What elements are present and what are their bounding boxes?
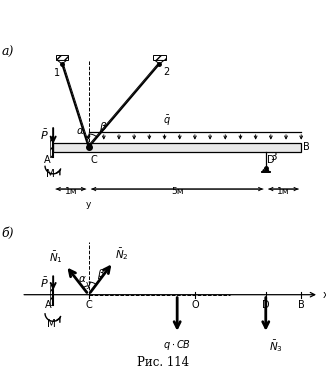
Text: 5м: 5м: [171, 187, 184, 196]
Text: $\bar{N}_1$: $\bar{N}_1$: [49, 249, 63, 265]
Text: C: C: [90, 155, 97, 165]
Text: x: x: [322, 290, 326, 300]
Text: $q \cdot CB$: $q \cdot CB$: [163, 338, 191, 352]
Polygon shape: [53, 142, 301, 152]
Text: D: D: [262, 300, 270, 310]
Polygon shape: [262, 168, 269, 171]
Polygon shape: [50, 285, 53, 305]
Text: 2: 2: [163, 66, 169, 76]
Text: A: A: [45, 300, 52, 310]
Text: $\bar{P}$: $\bar{P}$: [40, 276, 49, 290]
Text: 3: 3: [270, 152, 277, 162]
Text: $\alpha$: $\alpha$: [78, 274, 86, 284]
Text: M: M: [46, 169, 55, 179]
Text: B: B: [303, 142, 310, 152]
Text: $\bar{N}_3$: $\bar{N}_3$: [269, 338, 283, 354]
Text: а): а): [2, 46, 14, 59]
Text: $\bar{N}_2$: $\bar{N}_2$: [115, 246, 128, 262]
Text: $\beta$: $\beta$: [99, 119, 108, 134]
Text: 1м: 1м: [277, 187, 290, 196]
Polygon shape: [58, 60, 67, 64]
Text: $\alpha$: $\alpha$: [77, 127, 85, 137]
Text: M: M: [47, 319, 56, 329]
Text: б): б): [2, 227, 14, 240]
Text: $\beta$: $\beta$: [97, 267, 106, 281]
Text: 1м: 1м: [65, 187, 77, 196]
Text: y: y: [86, 280, 91, 289]
Text: Рис. 114: Рис. 114: [137, 356, 189, 369]
Polygon shape: [261, 171, 270, 173]
Text: y: y: [86, 200, 91, 209]
Text: $\bar{P}$: $\bar{P}$: [40, 128, 49, 142]
Text: C: C: [85, 300, 92, 310]
Polygon shape: [153, 55, 166, 60]
Text: A: A: [44, 155, 50, 165]
Text: 1: 1: [54, 68, 60, 78]
Text: O: O: [191, 300, 199, 310]
Polygon shape: [50, 137, 53, 157]
Text: D: D: [267, 155, 275, 165]
Text: B: B: [298, 300, 304, 310]
Text: $\bar{q}$: $\bar{q}$: [163, 114, 170, 128]
Polygon shape: [56, 55, 68, 60]
Polygon shape: [155, 60, 164, 64]
